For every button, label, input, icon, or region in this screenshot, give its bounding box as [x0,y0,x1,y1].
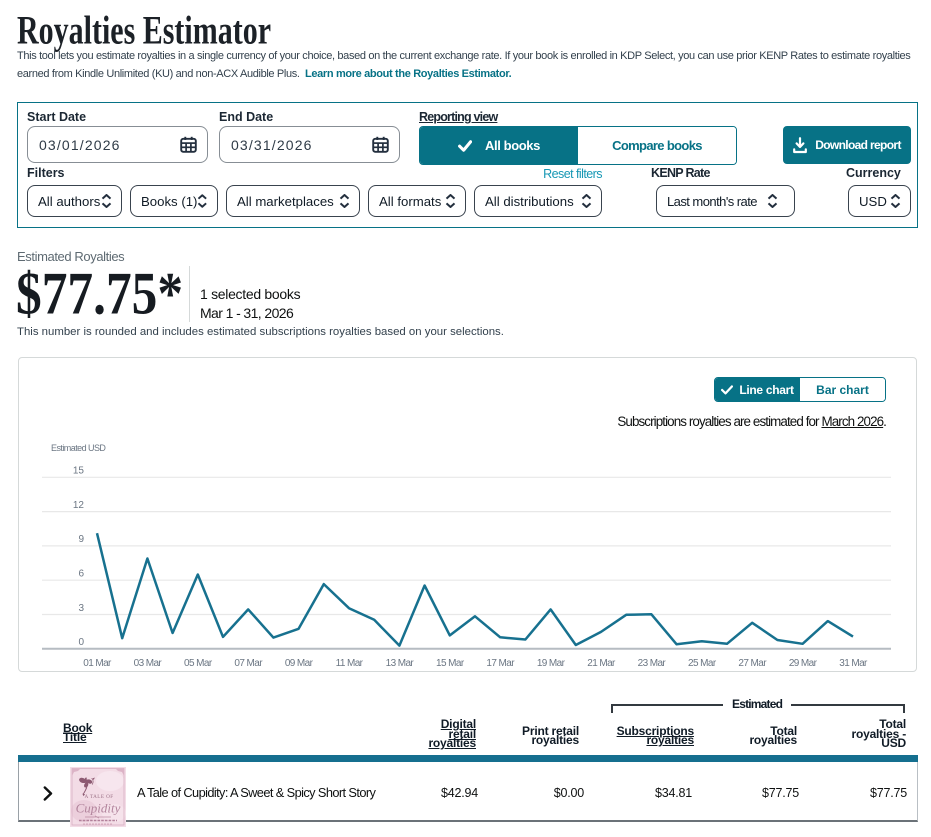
svg-text:9: 9 [78,534,84,545]
svg-text:17 Mar: 17 Mar [486,658,515,669]
svg-text:13 Mar: 13 Mar [386,658,415,669]
svg-text:19 Mar: 19 Mar [537,658,566,669]
svg-text:$77.75*: $77.75* [16,261,183,328]
svg-text:Estimated USD: Estimated USD [51,443,106,453]
svg-text:23 Mar: 23 Mar [638,658,667,669]
svg-text:01 Mar: 01 Mar [83,658,112,669]
svg-text:6: 6 [78,569,84,580]
svg-text:07 Mar: 07 Mar [234,658,263,669]
svg-text:12: 12 [73,500,85,511]
svg-text:A TALE OF: A TALE OF [84,794,113,800]
svg-text:03 Mar: 03 Mar [134,658,163,669]
svg-text:15: 15 [73,466,85,477]
svg-text:05 Mar: 05 Mar [184,658,213,669]
svg-text:09 Mar: 09 Mar [285,658,314,669]
svg-text:Royalties Estimator: Royalties Estimator [17,8,271,53]
svg-text:3: 3 [78,603,84,614]
svg-text:27 Mar: 27 Mar [738,658,767,669]
svg-text:31 Mar: 31 Mar [839,658,868,669]
svg-text:11 Mar: 11 Mar [336,658,364,669]
svg-text:Cupidity: Cupidity [76,801,121,816]
svg-text:21 Mar: 21 Mar [587,658,616,669]
svg-text:15 Mar: 15 Mar [436,658,465,669]
svg-text:0: 0 [78,637,84,648]
svg-text:29 Mar: 29 Mar [789,658,818,669]
svg-text:25 Mar: 25 Mar [688,658,717,669]
